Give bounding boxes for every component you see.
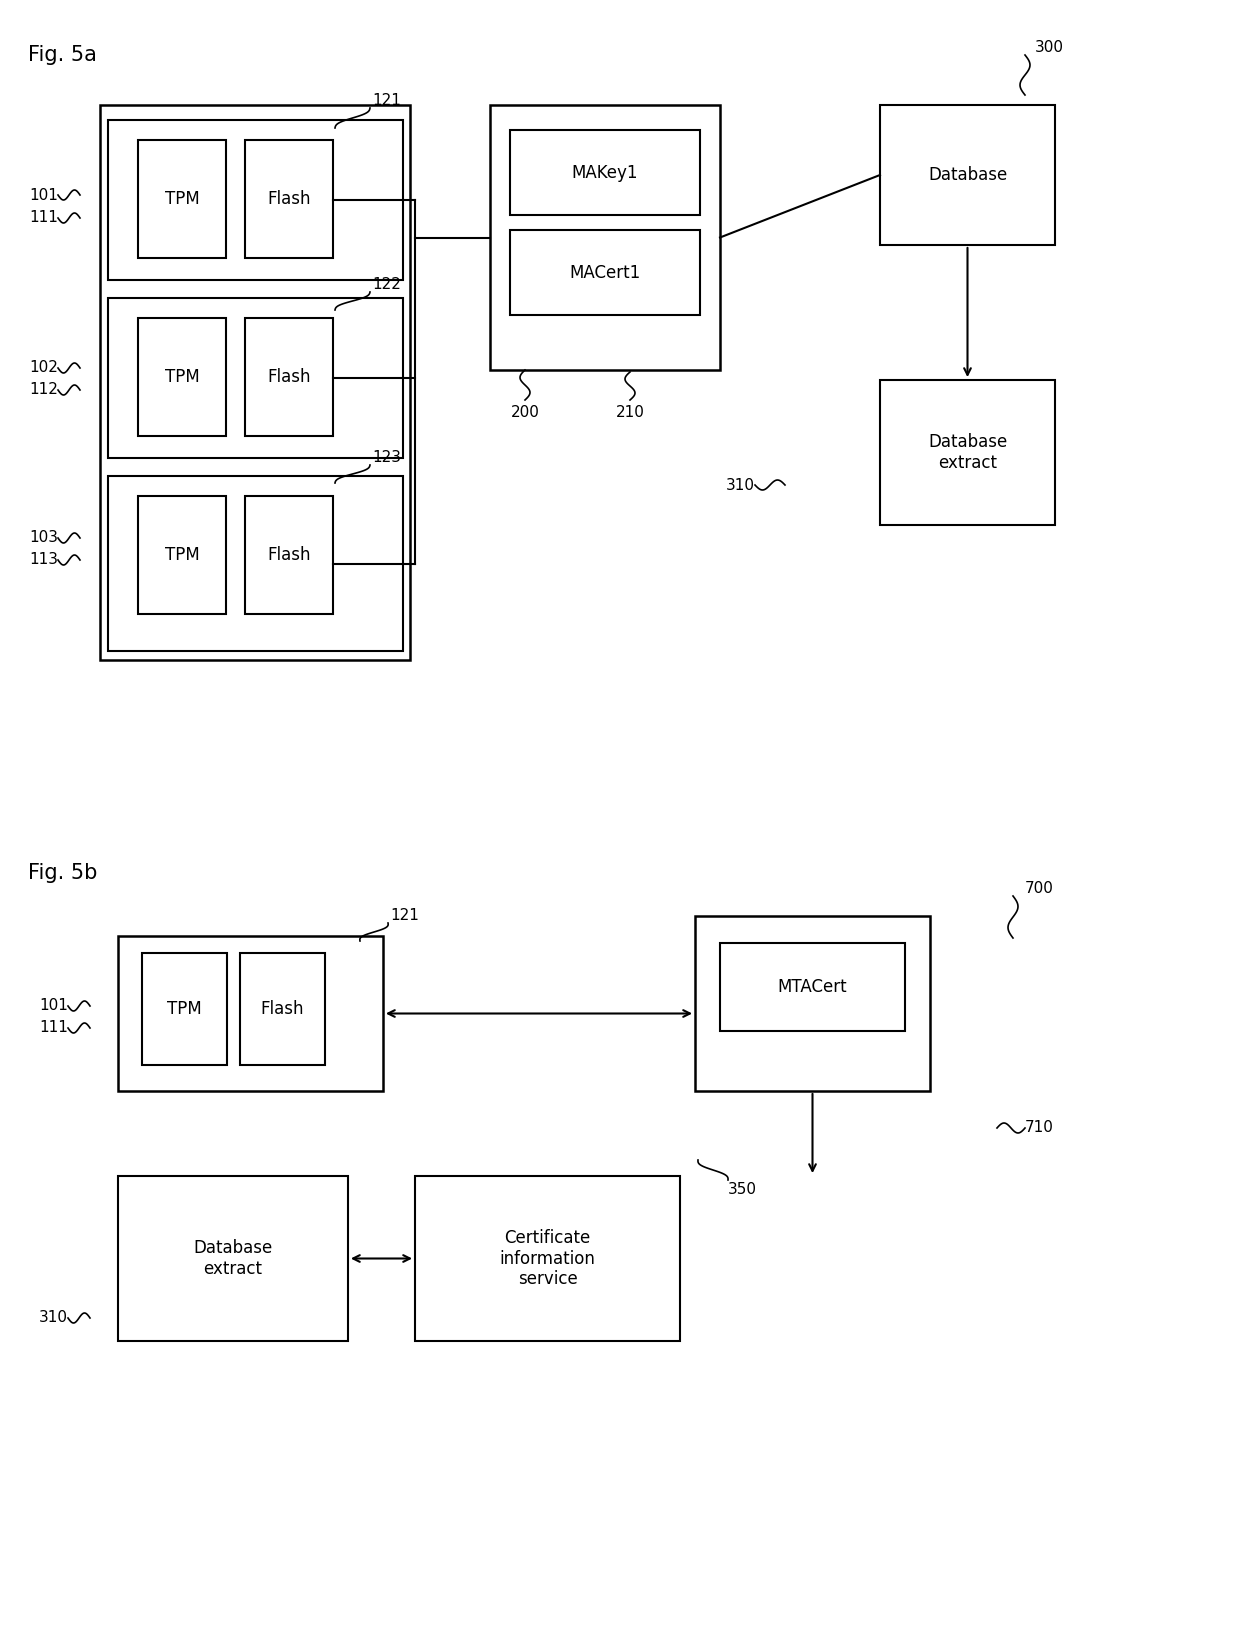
Bar	[100, 105, 410, 659]
Text: Flash: Flash	[268, 368, 311, 386]
Text: 300: 300	[1035, 39, 1064, 56]
Bar	[246, 317, 334, 437]
Text: TPM: TPM	[165, 368, 200, 386]
Bar	[108, 119, 403, 280]
Text: 102: 102	[29, 360, 58, 376]
Bar	[143, 954, 227, 1065]
Bar	[138, 317, 226, 437]
Bar	[415, 1176, 680, 1342]
Bar	[510, 129, 701, 214]
Text: 121: 121	[391, 908, 419, 923]
Text: 123: 123	[372, 450, 401, 465]
Text: TPM: TPM	[165, 190, 200, 208]
Text: TPM: TPM	[167, 1000, 202, 1018]
Bar	[694, 916, 930, 1091]
Bar	[246, 141, 334, 258]
Bar	[246, 496, 334, 614]
Text: MAKey1: MAKey1	[572, 164, 639, 182]
Text: 700: 700	[1025, 882, 1054, 897]
Text: Database
extract: Database extract	[193, 1238, 273, 1278]
Bar	[510, 231, 701, 316]
Bar	[880, 380, 1055, 525]
Bar	[720, 942, 905, 1031]
Text: 112: 112	[29, 383, 58, 398]
Text: 710: 710	[1025, 1121, 1054, 1135]
Text: 101: 101	[29, 188, 58, 203]
Text: 121: 121	[372, 93, 401, 108]
Bar	[241, 954, 325, 1065]
Text: MACert1: MACert1	[569, 263, 641, 281]
Text: Fig. 5b: Fig. 5b	[29, 864, 98, 883]
Bar	[108, 298, 403, 458]
Text: 200: 200	[511, 406, 539, 420]
Text: TPM: TPM	[165, 546, 200, 564]
Text: 103: 103	[29, 530, 58, 545]
Text: 310: 310	[38, 1310, 68, 1325]
Text: 113: 113	[29, 553, 58, 568]
Text: Flash: Flash	[268, 546, 311, 564]
Text: MTACert: MTACert	[777, 978, 847, 996]
Text: 111: 111	[40, 1021, 68, 1036]
Bar	[138, 496, 226, 614]
Bar	[108, 476, 403, 651]
Text: Database: Database	[928, 165, 1007, 183]
Text: 210: 210	[615, 406, 645, 420]
Bar	[490, 105, 720, 370]
Text: Flash: Flash	[268, 190, 311, 208]
Text: 111: 111	[29, 211, 58, 226]
Text: Database
extract: Database extract	[928, 434, 1007, 471]
Text: 310: 310	[725, 478, 755, 492]
Text: Certificate
information
service: Certificate information service	[500, 1229, 595, 1288]
Text: 122: 122	[372, 276, 401, 291]
Bar	[138, 141, 226, 258]
Bar	[880, 105, 1055, 245]
Text: 101: 101	[40, 998, 68, 1013]
Bar	[118, 936, 383, 1091]
Text: Fig. 5a: Fig. 5a	[29, 46, 97, 65]
Text: Flash: Flash	[260, 1000, 304, 1018]
Text: 350: 350	[728, 1181, 756, 1198]
Bar	[118, 1176, 348, 1342]
